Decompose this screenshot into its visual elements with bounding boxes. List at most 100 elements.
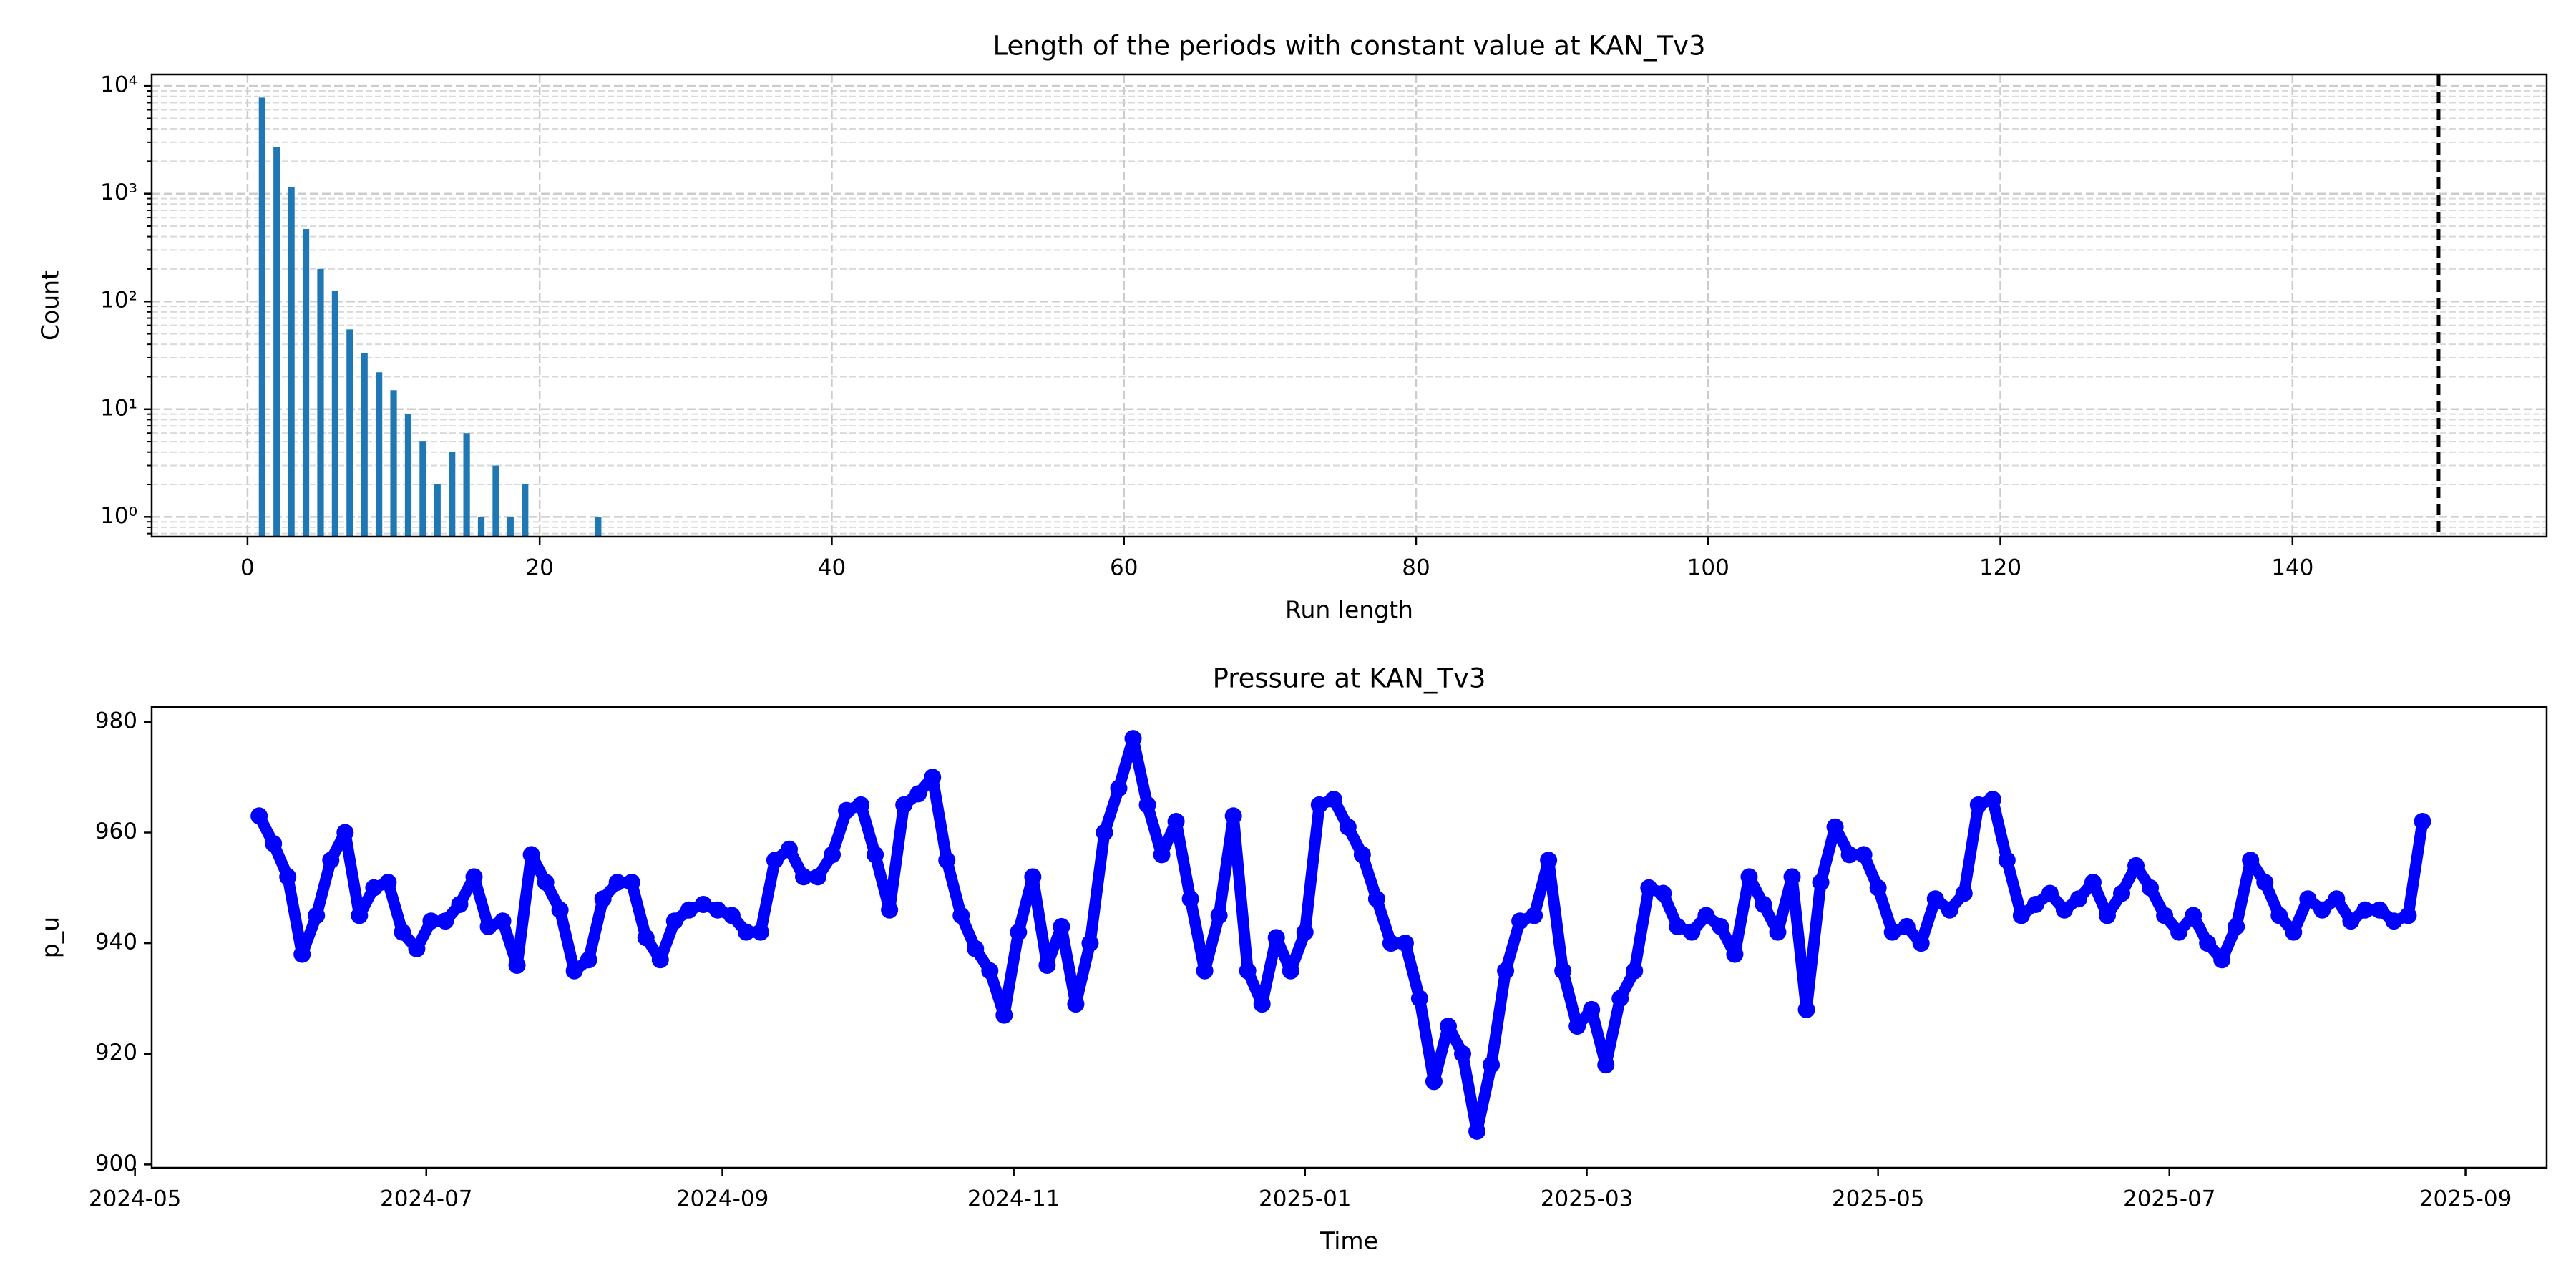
- point: [708, 901, 726, 919]
- point: [1339, 818, 1357, 836]
- point: [565, 962, 583, 980]
- point: [838, 801, 856, 819]
- point: [2414, 813, 2431, 831]
- point: [1654, 884, 1672, 902]
- bar: [331, 291, 338, 537]
- point: [608, 874, 626, 892]
- point: [2356, 901, 2374, 919]
- x-axis-label: Time: [1319, 1227, 1378, 1255]
- point: [1869, 879, 1887, 897]
- point: [1210, 907, 1228, 924]
- point: [2328, 890, 2346, 908]
- point: [2127, 857, 2145, 874]
- point: [322, 852, 340, 869]
- bar: [258, 97, 265, 537]
- point: [1153, 846, 1171, 864]
- point: [737, 923, 755, 941]
- point: [2142, 879, 2160, 897]
- bar: [463, 433, 470, 537]
- point: [2156, 907, 2174, 924]
- point: [479, 917, 497, 935]
- bar: [288, 187, 295, 537]
- x-tick-label: 40: [818, 555, 846, 581]
- point: [2228, 917, 2245, 935]
- point: [1769, 923, 1787, 941]
- point: [1855, 846, 1873, 864]
- point: [1712, 917, 1729, 935]
- point: [308, 907, 326, 924]
- point: [2285, 923, 2303, 941]
- point: [279, 868, 297, 886]
- x-tick-label: 0: [240, 555, 255, 581]
- point: [2313, 901, 2331, 919]
- point: [794, 868, 812, 886]
- x-tick-label: 2024-11: [967, 1186, 1060, 1212]
- point: [1683, 923, 1701, 941]
- point: [651, 951, 669, 969]
- point: [2113, 884, 2131, 902]
- x-tick-label: 100: [1687, 555, 1729, 581]
- point: [2199, 935, 2217, 952]
- point: [1483, 1056, 1501, 1074]
- point: [1812, 874, 1830, 892]
- point: [1081, 935, 1099, 952]
- y-tick-label: 10²: [100, 288, 137, 313]
- x-tick-label: 2025-05: [1832, 1186, 1925, 1212]
- point: [1797, 1000, 1815, 1018]
- point: [694, 896, 712, 913]
- point: [1626, 962, 1644, 980]
- point: [1454, 1045, 1472, 1063]
- point: [766, 852, 784, 869]
- y-tick-label: 960: [95, 819, 137, 844]
- y-tick-label: 10³: [100, 180, 137, 205]
- point: [1282, 962, 1299, 980]
- point: [2084, 874, 2102, 892]
- point: [2256, 874, 2274, 892]
- point: [1138, 796, 1156, 814]
- point: [1554, 962, 1572, 980]
- bar: [273, 147, 280, 537]
- point: [1410, 990, 1428, 1008]
- point: [1096, 824, 1113, 841]
- point: [623, 874, 640, 892]
- point: [1640, 879, 1658, 897]
- y-tick-label: 920: [95, 1040, 137, 1065]
- point: [1955, 884, 1973, 902]
- point: [537, 874, 555, 892]
- x-tick-label: 2025-07: [2123, 1186, 2216, 1212]
- axes-frame: [150, 706, 2548, 1169]
- point: [1526, 907, 1543, 924]
- point: [1181, 890, 1199, 908]
- bar: [376, 372, 383, 537]
- bar: [419, 441, 426, 537]
- point: [365, 879, 383, 897]
- point: [580, 951, 597, 969]
- point: [1883, 923, 1901, 941]
- point: [2299, 890, 2317, 908]
- point: [265, 834, 283, 852]
- point: [394, 923, 411, 941]
- point: [895, 796, 913, 814]
- point: [909, 785, 927, 803]
- point: [293, 945, 311, 963]
- bar: [361, 353, 368, 537]
- point: [250, 807, 268, 825]
- x-tick-label: 20: [525, 555, 553, 581]
- point: [1912, 935, 1930, 952]
- point: [2399, 907, 2417, 924]
- point: [1167, 813, 1185, 831]
- point: [422, 912, 440, 930]
- point: [522, 846, 540, 864]
- point: [680, 901, 698, 919]
- point: [1353, 846, 1371, 864]
- point: [1540, 852, 1558, 869]
- point: [336, 824, 354, 841]
- point: [1253, 995, 1271, 1013]
- point: [2270, 907, 2288, 924]
- point: [1310, 796, 1328, 814]
- point: [952, 907, 970, 924]
- bar: [390, 390, 397, 537]
- point: [967, 940, 985, 957]
- y-axis-label: Count: [36, 270, 64, 341]
